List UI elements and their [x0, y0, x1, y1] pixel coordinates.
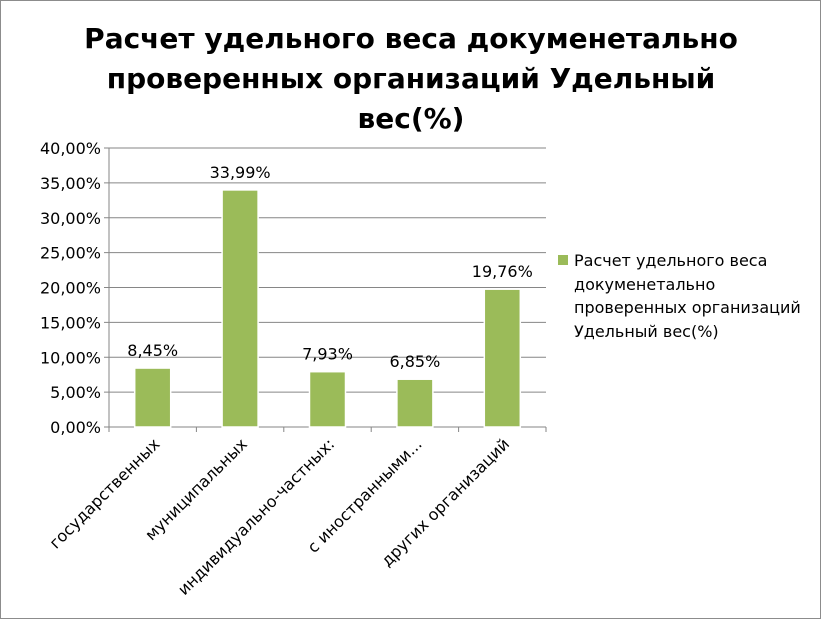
- data-label: 33,99%: [210, 163, 271, 182]
- data-label: 6,85%: [389, 352, 440, 371]
- gridlines: [109, 147, 546, 393]
- data-label: 7,93%: [302, 345, 353, 364]
- y-tick-label: 0,00%: [50, 418, 101, 437]
- data-labels: 8,45% 33,99% 7,93% 6,85% 19,76%: [127, 163, 533, 371]
- bar-5: [483, 288, 522, 428]
- y-tick-label: 35,00%: [40, 174, 101, 193]
- bar-2: [221, 189, 259, 428]
- y-tick-label: 15,00%: [40, 313, 101, 332]
- bar-4: [396, 378, 434, 428]
- data-label: 19,76%: [472, 262, 533, 281]
- y-tick-label: 25,00%: [40, 244, 101, 263]
- x-tick-label: индивидуально-частных:: [174, 434, 338, 598]
- y-tick-label: 30,00%: [40, 209, 101, 228]
- y-tick-label: 40,00%: [40, 139, 101, 158]
- y-tick-label: 10,00%: [40, 348, 101, 367]
- bar-1: [133, 367, 172, 428]
- y-tick-label: 20,00%: [40, 279, 101, 298]
- legend-label: Расчет удельного веса докуменетально про…: [574, 251, 801, 341]
- bars: [133, 189, 522, 428]
- y-axis-ticks: 0,00% 5,00% 10,00% 15,00% 20,00% 25,00% 30,00%…: [40, 139, 101, 437]
- chart-title: Расчет удельного веса докуменетально про…: [84, 22, 738, 135]
- y-tick-label: 5,00%: [50, 383, 101, 402]
- x-axis-ticks: государственныхмуниципальныхиндивидуальн…: [46, 434, 514, 598]
- bar-3: [308, 370, 347, 428]
- legend-swatch: [558, 255, 568, 265]
- data-label: 8,45%: [127, 341, 178, 360]
